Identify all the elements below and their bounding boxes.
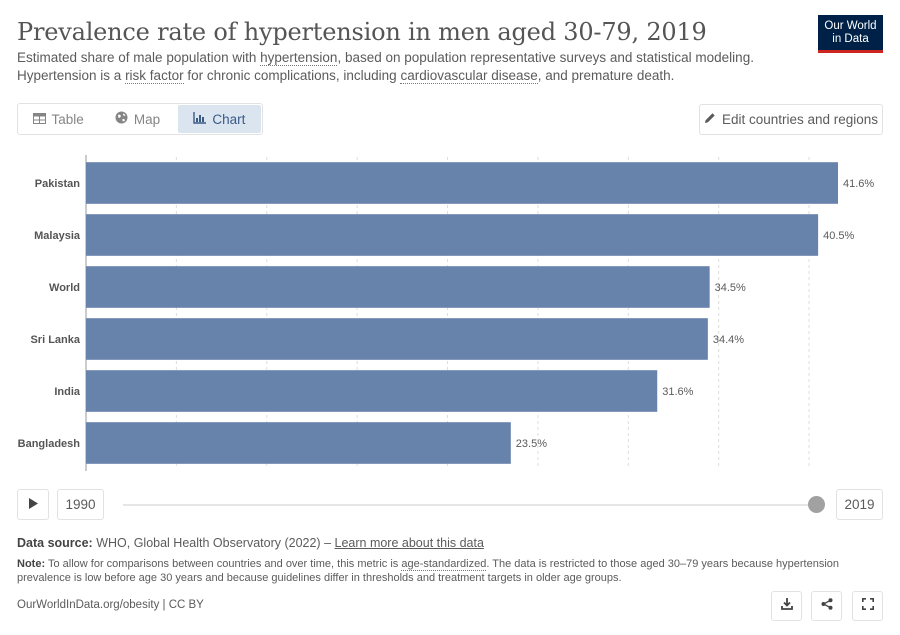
value-label: 40.5% xyxy=(823,230,854,242)
timeline-slider-handle[interactable] xyxy=(808,496,825,513)
category-label: Sri Lanka xyxy=(30,334,80,346)
bar-bangladesh[interactable] xyxy=(86,422,511,464)
bar-sri-lanka[interactable] xyxy=(86,318,708,360)
hypertension-link[interactable]: hypertension xyxy=(260,50,338,66)
value-label: 41.6% xyxy=(843,178,874,190)
category-label: Bangladesh xyxy=(18,438,81,450)
edit-countries-button[interactable]: Edit countries and regions xyxy=(699,104,883,135)
share-icon xyxy=(821,597,833,615)
share-button[interactable] xyxy=(811,591,842,621)
age-standardized-link[interactable]: age-standardized xyxy=(401,558,487,571)
bar-india[interactable] xyxy=(86,370,658,412)
value-label: 23.5% xyxy=(516,438,547,450)
bar-pakistan[interactable] xyxy=(86,162,838,204)
table-icon xyxy=(32,112,46,127)
tab-table[interactable]: Table xyxy=(18,104,98,134)
category-label: India xyxy=(54,386,81,398)
risk-factor-link[interactable]: risk factor xyxy=(125,68,184,84)
chart-icon xyxy=(193,111,207,127)
timeline-start-year[interactable]: 1990 xyxy=(57,489,104,520)
bar-chart: Pakistan 41.6% Malaysia 40.5% World 34.5% Sri … xyxy=(18,155,874,471)
chart-bars: Pakistan 41.6% Malaysia 40.5% World 34.5% Sri … xyxy=(18,162,874,464)
fullscreen-button[interactable] xyxy=(852,591,883,621)
view-tabs: Table Map Chart xyxy=(17,103,263,135)
fullscreen-icon xyxy=(861,597,874,615)
globe-icon xyxy=(115,111,128,127)
play-icon xyxy=(28,496,38,514)
value-label: 34.4% xyxy=(713,334,744,346)
chart-gridlines xyxy=(85,155,810,471)
bar-malaysia[interactable] xyxy=(86,214,819,256)
category-label: Malaysia xyxy=(34,230,81,242)
tab-map[interactable]: Map xyxy=(98,104,176,134)
play-button[interactable] xyxy=(17,489,49,520)
category-label: World xyxy=(49,282,80,294)
download-button[interactable] xyxy=(771,591,802,621)
value-label: 31.6% xyxy=(662,386,693,398)
chart-subtitle: Estimated share of male population with … xyxy=(17,50,754,84)
tab-chart[interactable]: Chart xyxy=(177,105,262,133)
chart-note: Note: To allow for comparisons between c… xyxy=(17,558,839,584)
learn-more-link[interactable]: Learn more about this data xyxy=(334,536,484,550)
timeline-slider-track[interactable] xyxy=(123,504,817,506)
data-source: Data source: WHO, Global Health Observat… xyxy=(17,536,484,550)
download-icon xyxy=(780,597,793,615)
value-label: 34.5% xyxy=(715,282,746,294)
pencil-icon xyxy=(704,112,716,127)
chart-title: Prevalence rate of hypertension in men a… xyxy=(17,18,707,46)
owid-logo[interactable]: Our World in Data xyxy=(818,15,883,53)
cardiovascular-disease-link[interactable]: cardiovascular disease xyxy=(400,68,538,84)
footer-link[interactable]: OurWorldInData.org/obesity | CC BY xyxy=(17,599,204,611)
category-label: Pakistan xyxy=(35,178,81,190)
bar-world[interactable] xyxy=(86,266,710,308)
timeline-end-year[interactable]: 2019 xyxy=(836,489,883,520)
